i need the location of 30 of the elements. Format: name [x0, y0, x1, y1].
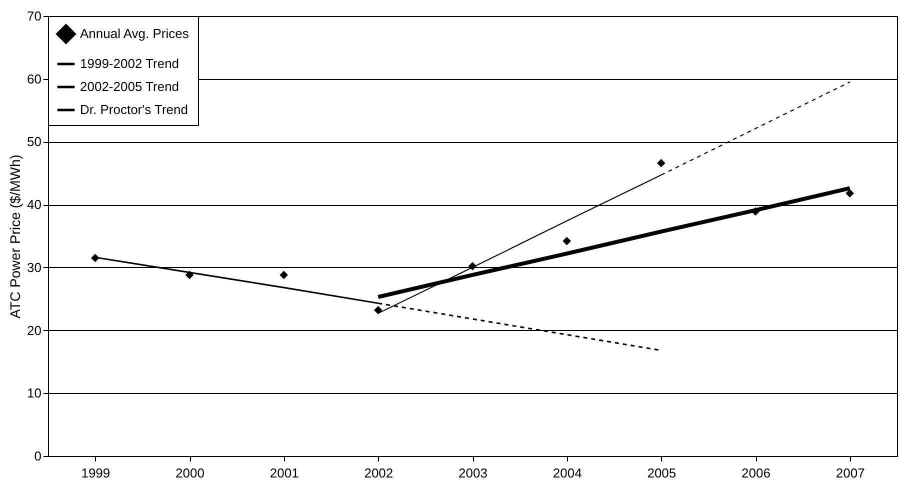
x-tick-label: 2004: [552, 466, 582, 480]
x-tick-label: 2007: [836, 466, 865, 480]
y-tick-label: 0: [34, 448, 42, 464]
x-tick-label: 2005: [647, 466, 676, 480]
point: [374, 306, 382, 314]
point: [846, 189, 854, 198]
y-tick-label: 50: [27, 134, 42, 150]
x-tick-label: 2001: [270, 466, 299, 480]
point: [185, 270, 194, 280]
legend-label: Annual Avg. Prices: [80, 26, 190, 41]
x-tick-label: 2006: [742, 466, 770, 480]
y-tick-label: 30: [27, 260, 42, 275]
y-tick-label: 20: [27, 322, 42, 338]
y-tick-label: 70: [27, 8, 42, 24]
legend-label: 1999-2002 Trend: [80, 56, 180, 71]
point: [280, 270, 288, 280]
x-tick-label: 2002: [364, 466, 394, 480]
legend-label: Dr. Proctor's Trend: [80, 102, 188, 117]
y-tick-label: 10: [27, 386, 42, 401]
x-tick-label: 2003: [458, 466, 488, 480]
y-tick-label: 40: [27, 197, 42, 212]
point: [90, 254, 100, 262]
point: [562, 236, 572, 246]
legend-label: 2002-2005 Trend: [80, 79, 180, 94]
y-tick-label: 60: [27, 71, 42, 86]
y-axis-title: ATC Power Price ($/MWh): [7, 154, 24, 318]
x-tick-label: 1999: [81, 466, 110, 480]
point: [468, 262, 477, 270]
x-tick-label: 2000: [176, 466, 204, 480]
point: [656, 158, 666, 168]
